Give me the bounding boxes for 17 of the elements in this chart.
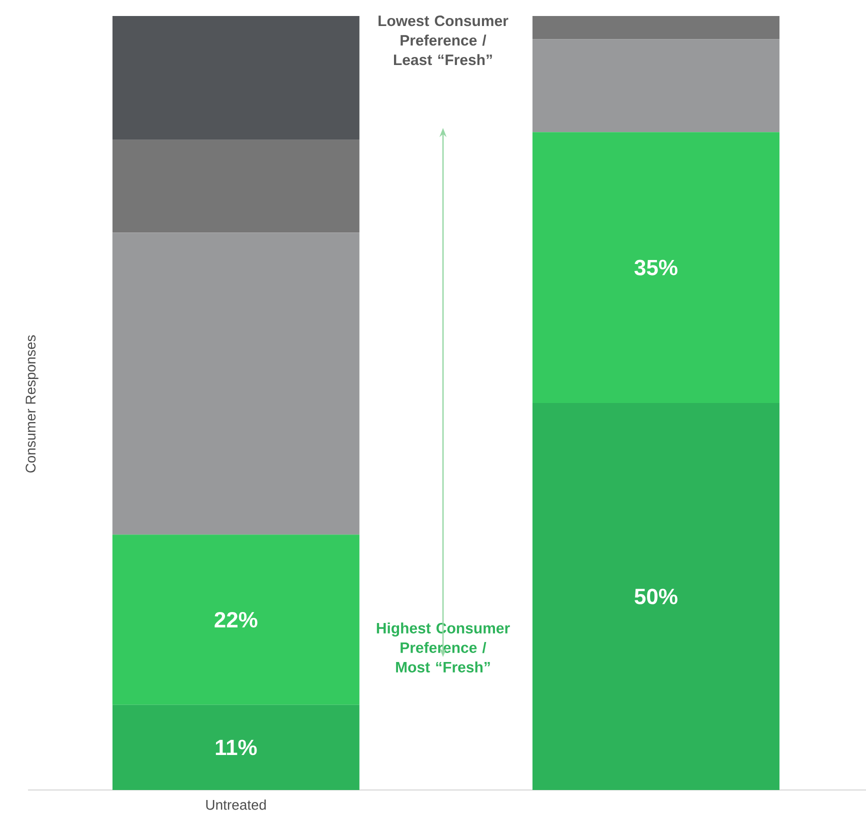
bar [112, 16, 360, 140]
bar [532, 132, 780, 403]
bar [112, 704, 360, 790]
bar [532, 402, 780, 790]
bar [532, 16, 780, 40]
bar [112, 140, 360, 233]
x-tick-label: Untreated [206, 800, 266, 810]
data-label: 11% [216, 740, 257, 756]
y-axis-title: Consumer Responses [26, 335, 38, 473]
data-label: 35% [634, 260, 678, 276]
bar [532, 39, 780, 132]
data-label: 50% [634, 588, 678, 604]
data-label: 22% [214, 612, 258, 628]
bar [112, 534, 360, 705]
bar [112, 232, 360, 535]
annotation: Highest Consumer Preference / Most “Fresh” [376, 622, 510, 672]
annotation: Lowest Consumer Preference / Least “Fresh” [378, 16, 508, 66]
